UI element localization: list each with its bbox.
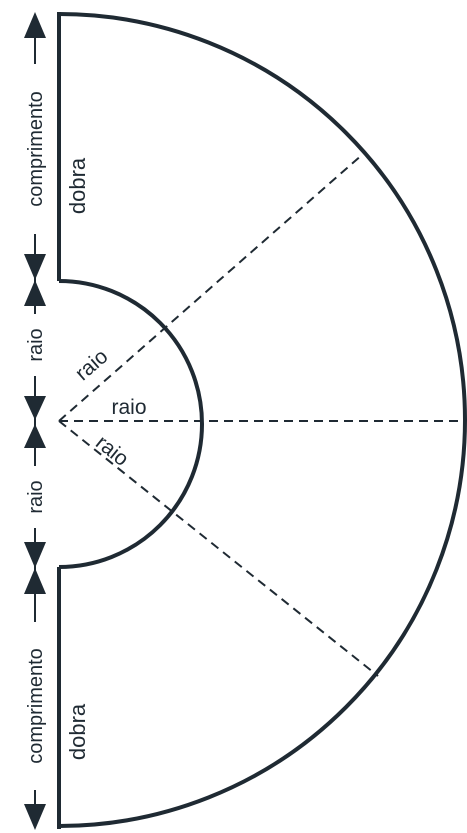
fold-label-bottom: dobra [65,703,90,760]
fold-label-top: dobra [65,157,90,214]
arrow-down-icon [24,254,46,280]
arrow-up-icon [24,280,46,306]
arrow-down-icon [24,542,46,568]
radius-guide-label-middle: raio [111,396,146,419]
arrow-down-icon [24,396,46,420]
radius-guide-label-lower: raio [91,431,133,471]
arrow-up-icon [24,424,46,448]
length-label-top: comprimento [25,91,47,207]
radius-label-upper: raio [25,328,47,361]
arrow-up-icon [24,12,46,38]
length-label-bottom: comprimento [25,648,47,764]
arrow-up-icon [24,568,46,594]
radius-guide-upper [58,153,364,422]
radius-guide-lower [58,420,379,677]
dimension-arrows [24,12,46,830]
radius-label-lower: raio [25,480,47,513]
inner-arc [58,279,204,569]
arrow-down-icon [24,804,46,830]
